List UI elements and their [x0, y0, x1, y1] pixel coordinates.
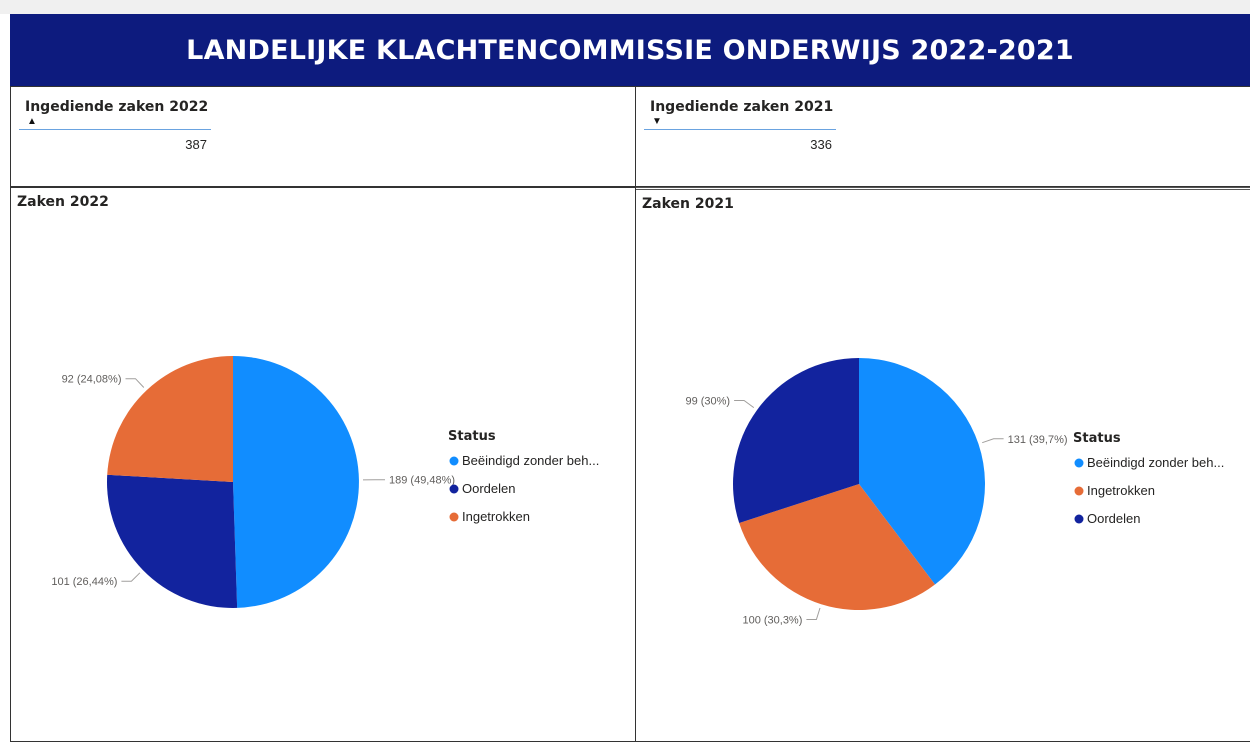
- legend-item[interactable]: Beëindigd zonder beh...: [1087, 455, 1224, 470]
- chart-panel-2021[interactable]: Zaken 2021 131 (39,7%)100 (30,3%)99 (30%…: [636, 187, 1250, 742]
- data-label: 100 (30,3%): [742, 615, 802, 627]
- legend-marker: [1075, 459, 1084, 468]
- data-label: 101 (26,44%): [51, 576, 117, 588]
- legend-marker: [1075, 515, 1084, 524]
- trend-up-icon: ▲: [27, 117, 37, 127]
- kpi-card-2022[interactable]: Ingediende zaken 2022 ▲ 387: [10, 86, 636, 187]
- trend-down-icon: ▼: [652, 117, 662, 127]
- data-label: 92 (24,08%): [62, 374, 122, 386]
- kpi-title: Ingediende zaken 2022: [25, 99, 208, 115]
- legend-marker: [450, 485, 459, 494]
- kpi-value: 336: [644, 137, 832, 152]
- kpi-divider: [19, 129, 211, 130]
- kpi-value: 387: [19, 137, 207, 152]
- page-title: LANDELIJKE KLACHTENCOMMISSIE ONDERWIJS 2…: [186, 35, 1074, 66]
- pie-chart-2021[interactable]: 131 (39,7%) 100 (30,3%) 99 (30%) Status Beëi…: [636, 190, 1250, 745]
- leader-line: [806, 608, 820, 620]
- legend-title: Status: [1073, 431, 1121, 446]
- pie-slice-2[interactable]: [107, 475, 237, 608]
- leader-line: [126, 379, 144, 388]
- leader-line: [982, 439, 1003, 443]
- legend-marker: [450, 513, 459, 522]
- pie-chart-2022[interactable]: 189 (49,48%) 101 (26,44%) 92 (24,08%) Statu…: [11, 188, 637, 743]
- legend-item[interactable]: Oordelen: [462, 481, 515, 496]
- pie-slice-3[interactable]: [107, 356, 233, 482]
- top-strip: [0, 0, 1250, 14]
- legend-item[interactable]: Ingetrokken: [1087, 483, 1155, 498]
- legend-marker: [450, 457, 459, 466]
- chart-panel-2022[interactable]: Zaken 2022 189 (49,48%)101 (26,44%)92 (2…: [10, 187, 636, 742]
- kpi-card-2021[interactable]: Ingediende zaken 2021 ▼ 336: [636, 86, 1250, 187]
- leader-line: [121, 573, 139, 581]
- legend-item[interactable]: Beëindigd zonder beh...: [462, 453, 599, 468]
- legend-item[interactable]: Ingetrokken: [462, 509, 530, 524]
- kpi-divider: [644, 129, 836, 130]
- pie-slice-1[interactable]: [233, 356, 359, 608]
- legend-item[interactable]: Oordelen: [1087, 511, 1140, 526]
- report-header: LANDELIJKE KLACHTENCOMMISSIE ONDERWIJS 2…: [10, 14, 1250, 86]
- legend-marker: [1075, 487, 1084, 496]
- data-label: 99 (30%): [685, 396, 730, 408]
- data-label: 131 (39,7%): [1008, 434, 1068, 446]
- leader-line: [734, 401, 754, 408]
- data-label: 189 (49,48%): [389, 475, 455, 487]
- kpi-title: Ingediende zaken 2021: [650, 99, 833, 115]
- legend-title: Status: [448, 429, 496, 444]
